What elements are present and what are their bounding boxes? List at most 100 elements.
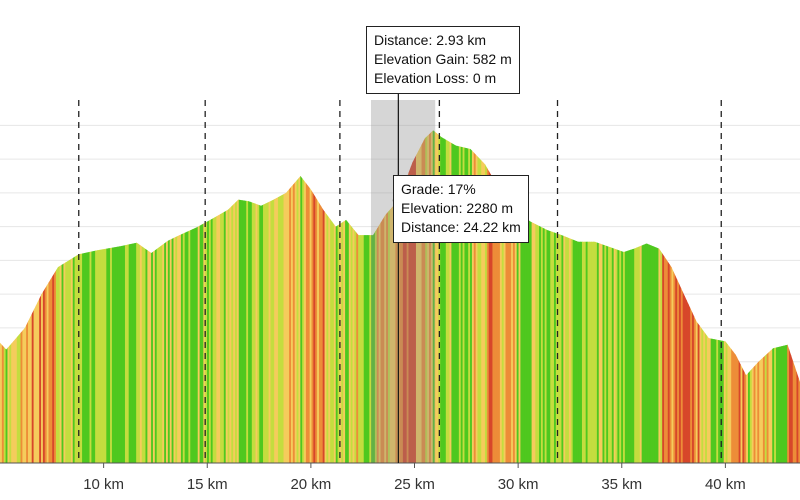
grade-stripe — [412, 130, 415, 463]
grade-stripe — [320, 130, 324, 463]
grade-stripe — [216, 130, 219, 463]
grade-stripe — [550, 130, 553, 463]
x-tick-label: 25 km — [394, 476, 435, 493]
grade-stripe — [404, 130, 408, 463]
grade-stripe — [205, 130, 208, 463]
grade-stripe — [460, 130, 464, 463]
grade-stripe — [546, 130, 549, 463]
grade-stripe — [628, 130, 632, 463]
grade-stripe — [44, 130, 48, 463]
grade-stripe — [595, 130, 598, 463]
grade-stripe — [395, 130, 398, 463]
grade-stripe — [343, 130, 346, 463]
grade-stripe — [481, 130, 484, 463]
grade-stripe — [123, 130, 126, 463]
grade-stripe — [169, 130, 173, 463]
grade-stripe — [268, 130, 272, 463]
x-tick-label: 10 km — [83, 476, 124, 493]
grade-stripe — [95, 130, 98, 463]
grade-stripe — [67, 130, 70, 463]
grade-stripe — [496, 130, 499, 463]
grade-stripe — [535, 130, 538, 463]
grade-stripe — [175, 130, 178, 463]
point-distance: Distance: 24.22 km — [401, 219, 521, 235]
grade-stripe — [391, 130, 395, 463]
grade-stripe — [526, 130, 529, 463]
grade-stripe — [311, 130, 314, 463]
grade-stripe — [371, 130, 374, 463]
grade-stripe — [158, 130, 162, 463]
grade-stripe — [492, 130, 495, 463]
grade-stripe — [507, 130, 510, 463]
grade-stripe — [591, 130, 594, 463]
x-tick-label: 15 km — [187, 476, 228, 493]
grade-stripe — [227, 130, 231, 463]
range-highlight — [370, 100, 436, 463]
grade-stripe — [257, 130, 260, 463]
grade-stripe — [645, 130, 648, 463]
grade-stripe — [350, 130, 354, 463]
grade-stripe — [184, 130, 188, 463]
grade-stripe — [429, 130, 432, 463]
grade-stripe — [149, 130, 152, 463]
grade-stripe — [285, 130, 288, 463]
grade-stripe — [106, 130, 109, 463]
grade-stripe — [89, 130, 92, 463]
grade-stripe — [197, 130, 201, 463]
grade-stripe — [138, 130, 141, 463]
grade-stripe — [488, 130, 492, 463]
grade-stripe — [136, 130, 139, 463]
grade-stripe — [231, 130, 234, 463]
grade-stripe — [50, 130, 53, 463]
grade-stripe — [304, 130, 307, 463]
grade-stripe — [593, 130, 596, 463]
grade-stripe — [567, 130, 570, 463]
grade-stripe — [442, 130, 445, 463]
grade-stripe — [634, 130, 637, 463]
grade-stripe — [561, 130, 564, 463]
x-tick-label: 35 km — [601, 476, 642, 493]
grade-stripe — [619, 130, 622, 463]
grade-stripe — [274, 130, 277, 463]
grade-stripe — [210, 130, 214, 463]
grade-stripe — [292, 130, 296, 463]
grade-stripe — [585, 130, 589, 463]
grade-stripe — [190, 130, 193, 463]
grade-stripe — [111, 130, 115, 463]
grade-stripe — [669, 130, 673, 463]
grade-stripe — [317, 130, 320, 463]
grade-stripe — [229, 130, 232, 463]
grade-stripe — [65, 130, 68, 463]
selected-range[interactable] — [370, 100, 436, 463]
grade-stripe — [473, 130, 477, 463]
grade-stripe — [425, 130, 428, 463]
grade-stripe — [330, 130, 333, 463]
grade-stripe — [46, 130, 50, 463]
grade-stripe — [52, 130, 55, 463]
grade-stripe — [261, 130, 264, 463]
grade-stripe — [74, 130, 78, 463]
grade-stripe — [609, 130, 613, 463]
grade-stripe — [477, 130, 480, 463]
grade-stripe — [203, 130, 206, 463]
grade-stripe — [438, 130, 441, 463]
grade-stripe — [553, 130, 557, 463]
grade-stripe — [414, 130, 417, 463]
grade-stripe — [117, 130, 120, 463]
grade-stripe — [199, 130, 203, 463]
grade-stripe — [484, 130, 488, 463]
grade-stripe — [494, 130, 497, 463]
grade-stripe — [218, 130, 221, 463]
grade-stripe — [443, 130, 447, 463]
grade-stripe — [309, 130, 313, 463]
grade-stripe — [324, 130, 328, 463]
grade-stripe — [466, 130, 469, 463]
grade-stripe — [641, 130, 645, 463]
grade-stripe — [302, 130, 305, 463]
grade-stripe — [182, 130, 186, 463]
grade-stripe — [281, 130, 285, 463]
grade-stripe — [380, 130, 383, 463]
grade-stripe — [602, 130, 605, 463]
